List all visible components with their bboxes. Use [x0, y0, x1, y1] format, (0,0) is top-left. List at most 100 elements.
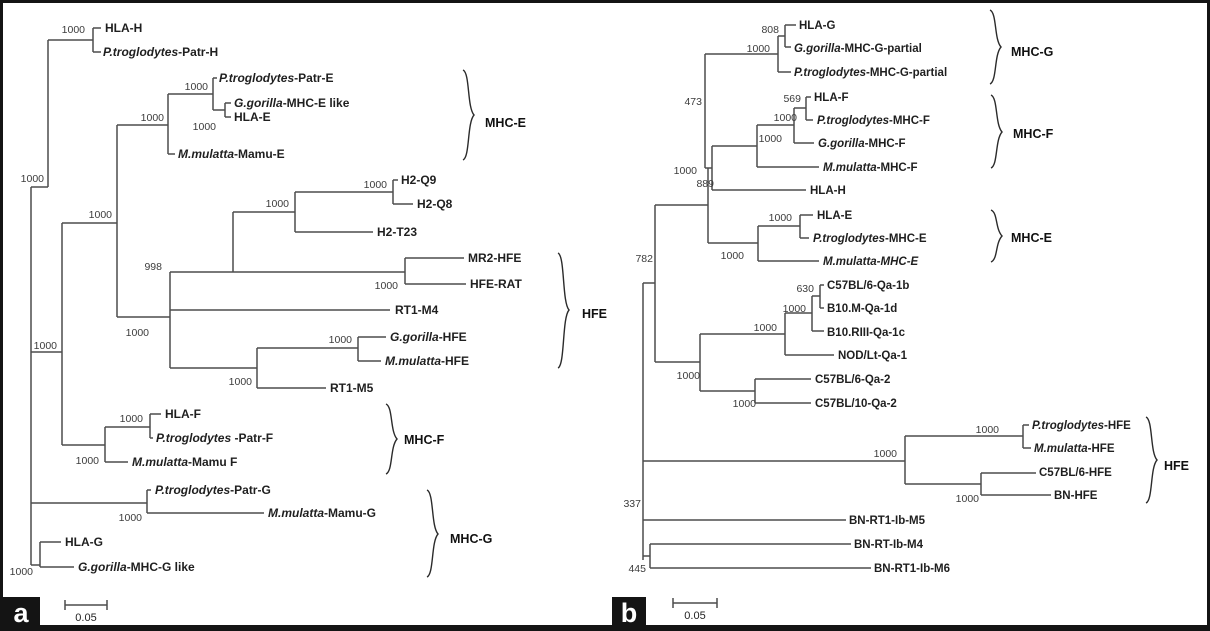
scale-bar-b: 0.05 [672, 598, 718, 622]
taxon-label: H2-Q8 [417, 197, 453, 211]
bootstrap-value: 1000 [185, 81, 209, 93]
bootstrap-value: 1000 [34, 340, 58, 352]
clade-label: MHC-E [485, 116, 526, 130]
bootstrap-value: 1000 [193, 121, 217, 133]
bootstrap-value: 1000 [89, 209, 113, 221]
panel-b: HLA-G G.gorilla-MHC-G-partial P.troglody… [612, 9, 1189, 628]
panel-letter-box-a [3, 597, 40, 628]
taxon-label: M.mulatta-MHC-E [823, 256, 919, 268]
bootstrap-value: 1000 [120, 413, 144, 425]
bootstrap-value: 1000 [329, 334, 353, 346]
scale-bar-a: 0.05 [64, 600, 108, 624]
taxon-label: B10.RIII-Qa-1c [827, 327, 906, 339]
bootstrap-value: 998 [144, 261, 162, 273]
taxon-label: G.gorilla-MHC-G like [78, 560, 195, 574]
bootstrap-value: 1000 [759, 133, 783, 145]
bootstrap-value: 1000 [956, 493, 980, 505]
tree-b-branches [642, 24, 1051, 569]
clade-label: HFE [1164, 459, 1189, 473]
taxon-label: G.gorilla-MHC-E like [234, 96, 350, 110]
clade-brace-mhc-e [990, 209, 1003, 263]
bootstrap-value: 1000 [976, 424, 1000, 436]
bootstrap-value: 1000 [21, 173, 45, 185]
clade-brace-hfe [1145, 416, 1158, 504]
bootstrap-value: 569 [783, 93, 801, 105]
bootstrap-value: 782 [635, 253, 653, 265]
bootstrap-value: 1000 [141, 112, 165, 124]
taxon-label: G.gorilla-MHC-F [818, 138, 906, 150]
bootstrap-value: 473 [684, 96, 702, 108]
bootstrap-value: 1000 [733, 398, 757, 410]
clade-brace-mhc-e [462, 69, 475, 161]
clade-label: MHC-G [450, 532, 492, 546]
bootstrap-value: 445 [628, 563, 646, 575]
taxon-label: HLA-E [234, 110, 271, 124]
taxon-label: P.troglodytes-MHC-E [813, 233, 927, 245]
clade-brace-mhc-f [990, 94, 1003, 169]
taxon-label: HLA-F [814, 92, 849, 104]
bootstrap-value: 1000 [229, 376, 253, 388]
taxon-label: MR2-HFE [468, 251, 521, 265]
bootstrap-value: 1000 [62, 24, 86, 36]
bootstrap-value: 1000 [674, 165, 698, 177]
bootstrap-value: 1000 [119, 512, 143, 524]
taxon-label: P.troglodytes-MHC-F [817, 115, 930, 127]
taxon-label: HLA-H [105, 21, 142, 35]
clade-brace-hfe [557, 252, 570, 369]
bootstrap-value: 1000 [747, 43, 771, 55]
bootstrap-value: 1000 [10, 566, 34, 578]
taxon-label: G.gorilla-MHC-G-partial [794, 43, 922, 55]
taxon-label: P.troglodytes-Patr-E [219, 71, 333, 85]
taxon-label: HLA-E [817, 210, 852, 222]
taxon-label: P.troglodytes-Patr-G [155, 483, 271, 497]
bootstrap-value: 1000 [769, 212, 793, 224]
bootstrap-value: 1000 [774, 112, 798, 124]
taxon-label: M.mulatta-Mamu-G [268, 506, 376, 520]
taxon-label: NOD/Lt-Qa-1 [838, 350, 908, 362]
taxon-label: C57BL/6-Qa-2 [815, 374, 890, 386]
taxon-label: M.mulatta-Mamu F [132, 455, 237, 469]
bootstrap-value: 337 [623, 498, 641, 510]
bootstrap-value: 1000 [126, 327, 150, 339]
taxon-label: C57BL/10-Qa-2 [815, 398, 897, 410]
tree-a-branches [30, 27, 466, 568]
bootstrap-value: 1000 [783, 303, 807, 315]
taxon-label: M.mulatta-HFE [385, 354, 469, 368]
taxon-label: HLA-F [165, 407, 201, 421]
taxon-label: H2-T23 [377, 225, 417, 239]
taxon-label: H2-Q9 [401, 173, 437, 187]
bootstrap-value: 1000 [754, 322, 778, 334]
taxon-label: P.troglodytes-HFE [1032, 420, 1131, 432]
clade-label: HFE [582, 307, 607, 321]
bootstrap-value: 1000 [364, 179, 388, 191]
taxon-label: BN-RT1-Ib-M6 [874, 563, 950, 575]
taxon-label: M.mulatta-Mamu-E [178, 147, 285, 161]
taxon-label: BN-RT-Ib-M4 [854, 539, 924, 551]
scale-bar-label: 0.05 [75, 612, 96, 624]
clade-brace-mhc-g [426, 489, 439, 578]
taxon-label: BN-HFE [1054, 490, 1098, 502]
panel-a: HLA-H P.troglodytes-Patr-H P.troglodytes… [3, 21, 607, 628]
bootstrap-value: 1000 [76, 455, 100, 467]
panel-letter-box-b [612, 597, 646, 628]
bootstrap-value: 889 [696, 178, 714, 190]
clade-label: MHC-G [1011, 45, 1053, 59]
taxon-label: B10.M-Qa-1d [827, 303, 897, 315]
taxon-label: RT1-M5 [330, 381, 374, 395]
taxon-label: HLA-G [799, 20, 835, 32]
clade-brace-mhc-g [989, 9, 1002, 85]
taxon-label: M.mulatta-HFE [1034, 443, 1115, 455]
taxon-label: RT1-M4 [395, 303, 439, 317]
taxon-label: G.gorilla-HFE [390, 330, 467, 344]
taxon-label: HLA-H [810, 185, 846, 197]
taxon-label: P.troglodytes -Patr-F [156, 431, 273, 445]
bootstrap-value: 630 [796, 283, 814, 295]
taxon-label: C57BL/6-HFE [1039, 467, 1112, 479]
taxon-label: C57BL/6-Qa-1b [827, 280, 909, 292]
clade-label: MHC-F [1013, 127, 1054, 141]
clade-label: MHC-F [404, 433, 445, 447]
bootstrap-value: 1000 [677, 370, 701, 382]
taxon-label: BN-RT1-Ib-M5 [849, 515, 926, 527]
